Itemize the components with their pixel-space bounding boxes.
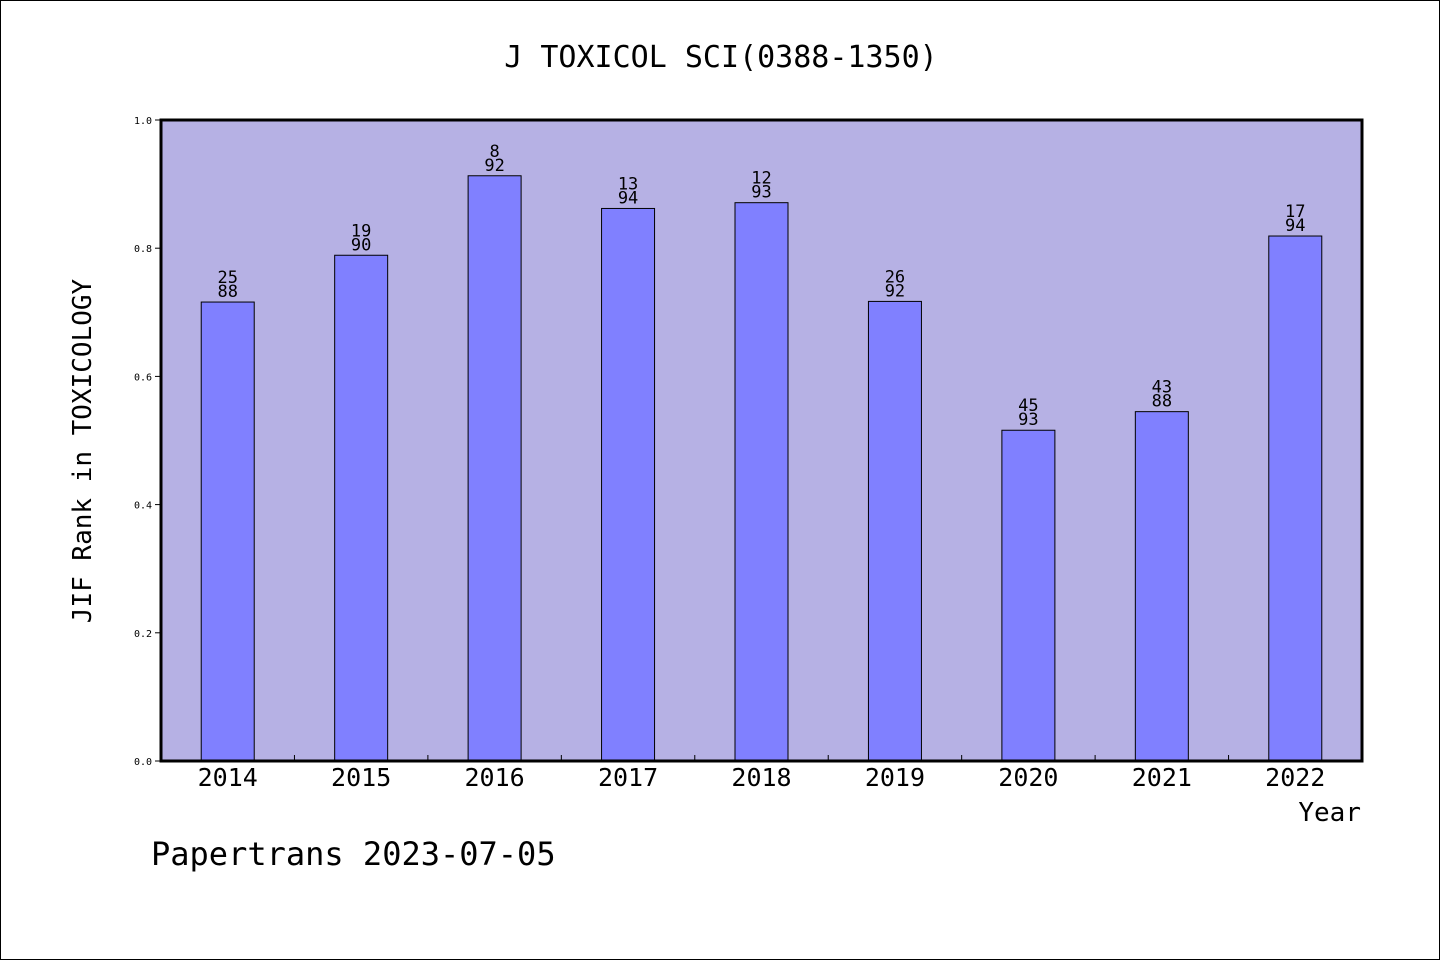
bar bbox=[1134, 411, 1189, 762]
y-axis-ticks: 0.0 0.2 0.4 0.6 0.8 1.0 bbox=[134, 116, 161, 768]
bar-rank-label: 25 bbox=[217, 268, 237, 288]
bars-group bbox=[200, 175, 1323, 762]
bar-total-label: 90 bbox=[351, 235, 371, 255]
x-tick-label: 2019 bbox=[865, 763, 925, 792]
bar-total-label: 88 bbox=[217, 282, 237, 302]
bar-rank-label: 43 bbox=[1152, 378, 1172, 398]
bar-total-label: 94 bbox=[618, 188, 638, 208]
bar-total-label: 92 bbox=[885, 281, 905, 301]
bar-total-label: 93 bbox=[751, 183, 771, 203]
x-axis-label: Year bbox=[1298, 798, 1361, 828]
bar-total-label: 93 bbox=[1018, 410, 1038, 430]
bar bbox=[1268, 235, 1323, 762]
y-tick-label: 0.0 bbox=[134, 757, 152, 768]
y-tick-label: 0.8 bbox=[134, 244, 152, 255]
bar-rank-label: 12 bbox=[751, 169, 771, 189]
x-tick-label: 2017 bbox=[598, 763, 658, 792]
chart-title: J TOXICOL SCI(0388-1350) bbox=[504, 40, 937, 75]
bar-rank-label: 45 bbox=[1018, 396, 1038, 416]
y-tick-label: 1.0 bbox=[134, 116, 152, 127]
x-tick-label: 2020 bbox=[998, 763, 1058, 792]
y-tick-label: 0.6 bbox=[134, 372, 152, 383]
bar-total-label: 92 bbox=[484, 156, 504, 176]
plot-border bbox=[159, 118, 1364, 763]
bar-rank-label: 17 bbox=[1285, 202, 1305, 222]
x-tick-label: 2018 bbox=[731, 763, 791, 792]
x-tick-label: 2022 bbox=[1265, 763, 1325, 792]
bar-rank-label: 26 bbox=[885, 267, 905, 287]
y-axis-label: JIF Rank in TOXICOLOGY bbox=[68, 278, 98, 623]
bar-rank-label: 19 bbox=[351, 221, 371, 241]
x-tick-label: 2016 bbox=[465, 763, 525, 792]
x-tick-label: 2021 bbox=[1132, 763, 1192, 792]
bar bbox=[467, 175, 522, 762]
bar bbox=[334, 254, 389, 762]
footer-text: Papertrans 2023-07-05 bbox=[151, 835, 556, 873]
x-tick-label: 2015 bbox=[331, 763, 391, 792]
y-tick-label: 0.2 bbox=[134, 629, 152, 640]
bar bbox=[601, 207, 656, 762]
bar bbox=[867, 300, 922, 762]
bar bbox=[1001, 429, 1056, 762]
bar bbox=[734, 202, 789, 762]
bar bbox=[200, 301, 255, 762]
bar-rank-label: 13 bbox=[618, 174, 638, 194]
x-tick-label: 2014 bbox=[198, 763, 258, 792]
y-tick-label: 0.4 bbox=[134, 501, 152, 512]
bar-total-label: 88 bbox=[1152, 392, 1172, 412]
x-axis-ticks: 2014 2015 2016 2017 2018 2019 2020 2021 2022 bbox=[198, 755, 1325, 792]
bar-rank-label: 8 bbox=[489, 142, 499, 162]
bar-total-label: 94 bbox=[1285, 216, 1305, 236]
